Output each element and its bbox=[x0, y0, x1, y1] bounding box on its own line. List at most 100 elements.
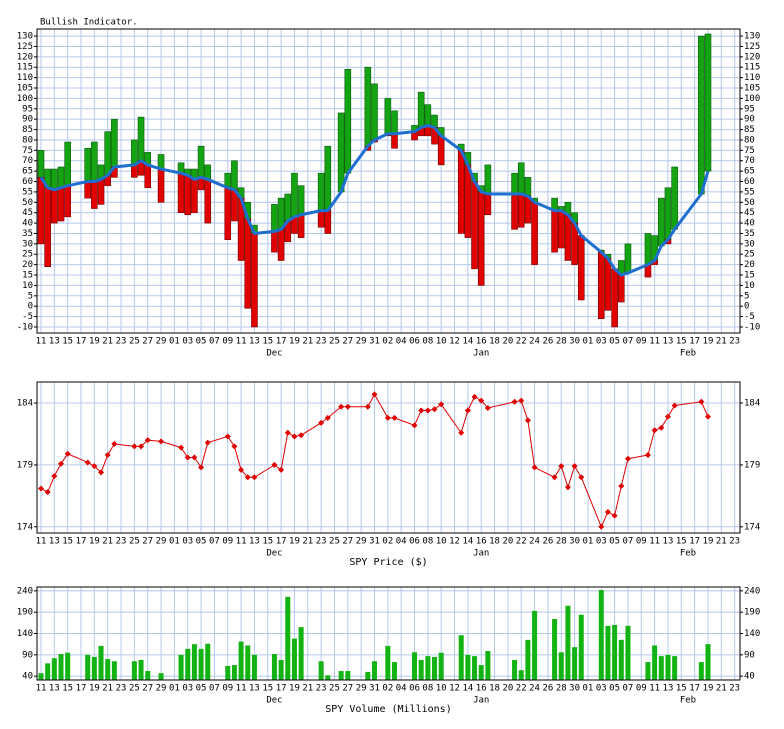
month-label: Feb bbox=[680, 696, 696, 706]
down-bar bbox=[84, 181, 91, 199]
volume-bar bbox=[438, 652, 444, 680]
price-point bbox=[704, 413, 711, 420]
y-tick-label: 60 bbox=[744, 177, 755, 187]
price-point bbox=[344, 403, 351, 410]
volume-bar bbox=[425, 656, 431, 680]
down-bar bbox=[37, 177, 45, 245]
volume-bar bbox=[658, 656, 664, 680]
x-tick-label: 17 bbox=[689, 537, 700, 547]
x-tick-label: 29 bbox=[156, 337, 167, 347]
x-tick-label: 05 bbox=[196, 537, 207, 547]
y-tick-label: 40 bbox=[22, 672, 33, 682]
volume-bar bbox=[385, 645, 391, 680]
x-tick-label: 29 bbox=[156, 537, 167, 547]
price-point bbox=[284, 429, 291, 436]
y-tick-label: 184 bbox=[744, 399, 760, 409]
y-tick-label: 110 bbox=[744, 73, 760, 83]
x-tick-label: 11 bbox=[36, 337, 47, 347]
price-point bbox=[598, 523, 605, 530]
y-tick-label: 75 bbox=[22, 146, 33, 156]
price-point bbox=[204, 439, 211, 446]
x-tick-label: 17 bbox=[76, 684, 87, 694]
x-tick-label: 09 bbox=[222, 537, 233, 547]
x-tick-label: 13 bbox=[49, 537, 60, 547]
up-bar bbox=[271, 204, 278, 232]
y-tick-label: 50 bbox=[744, 198, 755, 208]
y-tick-label: 15 bbox=[744, 271, 755, 281]
volume-bar bbox=[111, 661, 117, 680]
price-point bbox=[251, 474, 258, 481]
volume-bar bbox=[131, 661, 137, 680]
x-tick-label: 11 bbox=[236, 684, 247, 694]
y-tick-label: 105 bbox=[744, 84, 760, 94]
volume-bar bbox=[318, 661, 324, 680]
price-point bbox=[178, 444, 185, 451]
volume-bar bbox=[485, 650, 491, 680]
down-bar bbox=[597, 251, 605, 319]
y-tick-label: 130 bbox=[17, 32, 33, 42]
price-point bbox=[391, 414, 398, 421]
y-tick-label: 40 bbox=[744, 219, 755, 229]
y-tick-label: 110 bbox=[17, 73, 33, 83]
down-bar bbox=[457, 150, 465, 234]
volume-bar bbox=[278, 659, 284, 680]
volume-bar bbox=[291, 638, 297, 680]
price-point bbox=[38, 485, 45, 492]
up-bar bbox=[657, 197, 665, 247]
x-tick-label: 28 bbox=[556, 337, 567, 347]
x-tick-label: 11 bbox=[649, 337, 660, 347]
month-label: Feb bbox=[680, 349, 696, 359]
x-tick-label: 03 bbox=[596, 537, 607, 547]
up-bar bbox=[324, 145, 332, 211]
x-tick-label: 07 bbox=[209, 537, 220, 547]
up-bar bbox=[284, 193, 292, 222]
up-bar bbox=[297, 185, 305, 216]
y-tick-label: 35 bbox=[22, 229, 33, 239]
volume-bar bbox=[532, 610, 538, 680]
x-tick-label: 13 bbox=[663, 684, 674, 694]
x-tick-label: 24 bbox=[529, 537, 540, 547]
x-tick-label: 20 bbox=[502, 337, 513, 347]
x-tick-label: 18 bbox=[489, 684, 500, 694]
volume-bar bbox=[512, 659, 518, 680]
up-bar bbox=[371, 83, 378, 141]
price-point bbox=[464, 407, 471, 414]
chart-title: Bullish Indicator. bbox=[40, 18, 138, 28]
x-tick-label: 03 bbox=[596, 684, 607, 694]
up-bar bbox=[197, 145, 205, 178]
price-point bbox=[198, 464, 205, 471]
up-bar bbox=[291, 172, 298, 218]
price-point bbox=[671, 402, 678, 409]
x-tick-label: 04 bbox=[396, 684, 407, 694]
down-bar bbox=[277, 229, 285, 261]
x-tick-label: 27 bbox=[342, 684, 353, 694]
y-tick-label: 90 bbox=[22, 115, 33, 125]
x-tick-label: 09 bbox=[636, 684, 647, 694]
y-tick-label: 140 bbox=[744, 629, 760, 639]
x-tick-label: 23 bbox=[729, 684, 740, 694]
volume-bar bbox=[705, 644, 711, 680]
x-tick-label: 07 bbox=[623, 684, 634, 694]
price-point bbox=[138, 443, 145, 450]
y-tick-label: 120 bbox=[17, 52, 33, 62]
y-tick-label: 85 bbox=[744, 125, 755, 135]
y-tick-label: 20 bbox=[744, 260, 755, 270]
down-bar bbox=[391, 133, 398, 149]
x-tick-label: 21 bbox=[716, 684, 727, 694]
volume-bar bbox=[618, 639, 624, 680]
down-bar bbox=[204, 179, 212, 224]
volume-bar bbox=[418, 659, 424, 680]
price-point bbox=[58, 460, 65, 467]
x-tick-label: 06 bbox=[409, 537, 420, 547]
month-label: Feb bbox=[680, 549, 696, 559]
x-tick-label: 15 bbox=[676, 684, 687, 694]
up-bar bbox=[131, 139, 138, 166]
y-tick-label: 90 bbox=[22, 650, 33, 660]
y-tick-label: 5 bbox=[28, 291, 33, 301]
x-tick-label: 03 bbox=[182, 537, 193, 547]
price-point bbox=[571, 463, 578, 470]
volume-bar bbox=[38, 673, 44, 680]
x-tick-label: 26 bbox=[542, 684, 553, 694]
up-bar bbox=[317, 172, 325, 211]
volume-bar bbox=[672, 656, 678, 680]
